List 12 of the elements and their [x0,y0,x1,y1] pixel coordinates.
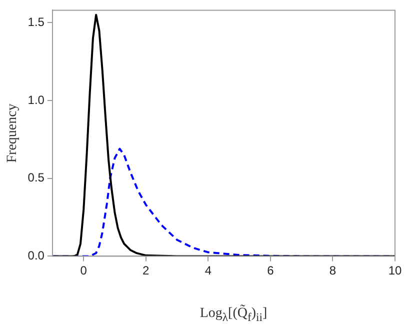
x-axis-title: Log$_{λ}$[(Q̃$_{f}$)$_{ii}$] [198,306,268,324]
x-tick-label: 2 [142,264,150,278]
y-axis-title: Frequency [5,104,20,163]
x-tick-label: 4 [204,264,212,278]
y-tick-label: 1.5 [28,14,45,29]
y-tick-label: 0.0 [28,248,45,263]
x-tick-label: 0 [80,264,88,278]
y-tick-label: 0.5 [28,170,45,185]
y-tick-label: 1.0 [28,92,45,107]
x-tick-label: 10 [388,264,402,278]
x-tick-label: 8 [329,264,336,278]
x-tick-label: 6 [267,264,274,278]
